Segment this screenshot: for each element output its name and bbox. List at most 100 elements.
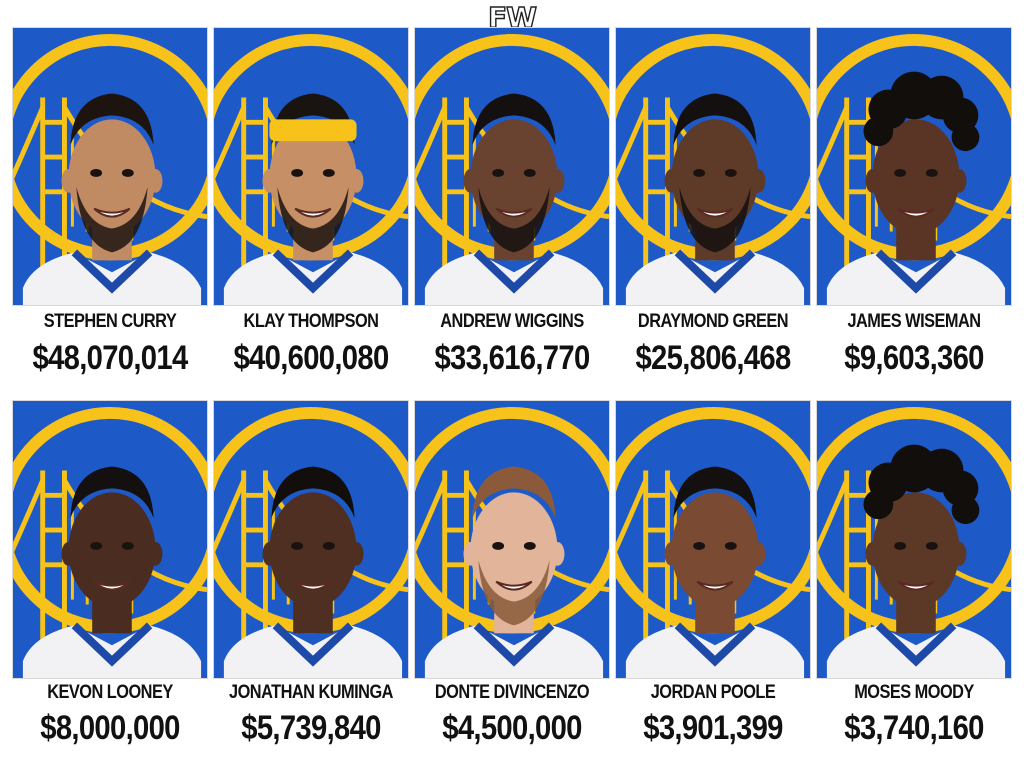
beard — [277, 186, 349, 253]
player-name: JORDAN POOLE — [650, 682, 776, 703]
player-photo — [12, 27, 208, 306]
ear-left — [664, 541, 679, 566]
jersey-trim — [674, 249, 756, 294]
hair — [673, 93, 757, 146]
eye-left — [693, 541, 706, 550]
hair — [271, 466, 355, 519]
jersey — [424, 625, 604, 678]
player-salary: $25,806,468 — [635, 339, 791, 377]
player-card: STEPHEN CURRY $48,070,014 — [12, 27, 208, 399]
eye-left — [894, 168, 907, 177]
jersey — [826, 625, 1006, 678]
eye-left — [492, 168, 505, 177]
smile — [897, 580, 935, 591]
player-photo — [816, 27, 1012, 306]
eye-right — [322, 168, 335, 177]
player-photo — [12, 400, 208, 679]
hair — [863, 71, 980, 152]
face — [269, 119, 357, 235]
ear-left — [865, 168, 880, 193]
eye-left — [291, 168, 304, 177]
eye-left — [492, 541, 505, 550]
jersey-trim — [473, 622, 555, 667]
eye-right — [724, 541, 737, 550]
ear-left — [463, 168, 478, 193]
jersey-trim — [875, 622, 957, 667]
player-photo — [213, 27, 409, 306]
face — [671, 492, 759, 608]
player-salary: $40,600,080 — [233, 339, 389, 377]
eye-left — [291, 541, 304, 550]
hair — [271, 93, 355, 146]
smile — [495, 580, 533, 591]
player-photo — [414, 27, 610, 306]
player-card: JONATHAN KUMINGA $5,739,840 — [213, 400, 409, 772]
beard — [679, 186, 751, 253]
eye-right — [121, 541, 134, 550]
player-portrait — [214, 28, 408, 305]
face — [872, 492, 960, 608]
face — [68, 119, 156, 235]
eye-left — [90, 541, 103, 550]
smile — [696, 580, 734, 591]
ear-left — [463, 541, 478, 566]
player-card: DRAYMOND GREEN $25,806,468 — [615, 27, 811, 399]
jersey-trim — [473, 249, 555, 294]
ear-right — [751, 541, 766, 566]
jersey-trim — [875, 249, 957, 294]
face — [872, 119, 960, 235]
eye-right — [523, 541, 536, 550]
player-salary: $5,739,840 — [241, 709, 381, 747]
ear-right — [148, 541, 163, 566]
eye-left — [894, 541, 907, 550]
hair — [70, 93, 154, 146]
player-name: KLAY THOMPSON — [243, 311, 379, 332]
player-name: ANDREW WIGGINS — [440, 311, 584, 332]
jersey — [223, 625, 403, 678]
player-salary: $3,740,160 — [844, 709, 984, 747]
jersey-trim — [71, 249, 153, 294]
player-name: JONATHAN KUMINGA — [229, 682, 393, 703]
player-salary: $8,000,000 — [40, 709, 180, 747]
eye-right — [724, 168, 737, 177]
player-salary: $4,500,000 — [442, 709, 582, 747]
ear-left — [61, 168, 76, 193]
eye-right — [121, 168, 134, 177]
eye-right — [925, 168, 938, 177]
ear-left — [61, 541, 76, 566]
eye-left — [90, 168, 103, 177]
player-name: KEVON LOONEY — [47, 682, 173, 703]
ear-left — [664, 168, 679, 193]
player-portrait — [817, 28, 1011, 305]
ear-left — [262, 168, 277, 193]
jersey-trim — [272, 622, 354, 667]
player-salary: $9,603,360 — [844, 339, 984, 377]
player-portrait — [214, 401, 408, 678]
player-portrait — [616, 401, 810, 678]
player-salary: $33,616,770 — [434, 339, 590, 377]
headband — [269, 119, 357, 142]
face — [269, 492, 357, 608]
eye-right — [523, 168, 536, 177]
ear-right — [349, 541, 364, 566]
hair — [673, 466, 757, 519]
jersey-trim — [272, 249, 354, 294]
player-card: MOSES MOODY $3,740,160 — [816, 400, 1012, 772]
smile — [93, 207, 131, 218]
eye-right — [322, 541, 335, 550]
eye-left — [693, 168, 706, 177]
jersey — [625, 625, 805, 678]
jersey — [22, 625, 202, 678]
hair — [472, 93, 556, 146]
player-photo — [414, 400, 610, 679]
ear-left — [262, 541, 277, 566]
player-portrait — [415, 28, 609, 305]
player-photo — [615, 400, 811, 679]
ear-right — [550, 168, 565, 193]
player-card: ANDREW WIGGINS $33,616,770 — [414, 27, 610, 399]
face — [68, 492, 156, 608]
face — [671, 119, 759, 235]
jersey — [424, 252, 604, 305]
ear-right — [952, 168, 967, 193]
face — [470, 119, 558, 235]
